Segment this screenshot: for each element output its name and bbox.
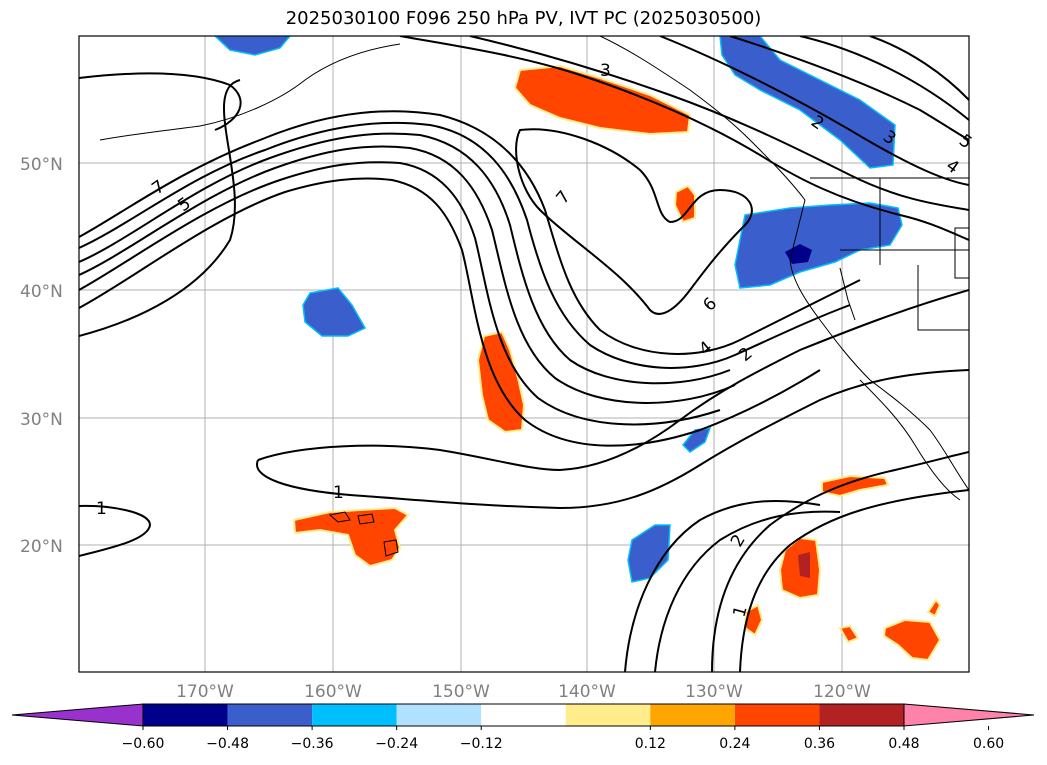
lon-label: 150°W (432, 682, 490, 702)
colorbar-segment (481, 704, 566, 726)
map-frame (78, 35, 970, 673)
contour-label: 1 (96, 499, 107, 519)
colorbar-segment (565, 704, 651, 726)
coastlines (99, 36, 969, 557)
lon-label: 130°W (685, 682, 743, 702)
colorbar-outline (142, 703, 905, 727)
contour-label: 1 (730, 604, 752, 620)
colorbar-tick-label: −0.36 (291, 736, 334, 752)
colorbar-tick-label: −0.48 (206, 736, 249, 752)
colorbar-segment (650, 704, 735, 726)
lat-label: 20°N (20, 537, 63, 557)
colorbar-tick-label: 0.24 (719, 736, 750, 752)
lat-label: 50°N (20, 155, 63, 175)
colorbar-segment (396, 704, 482, 726)
colorbar-tick-label: −0.12 (460, 736, 503, 752)
lat-label: 40°N (20, 282, 63, 302)
contour-label: 3 (600, 61, 611, 81)
colorbar-segment (819, 704, 904, 726)
lon-label: 170°W (176, 682, 234, 702)
colorbar-segment (734, 704, 820, 726)
map-title: 2025030100 F096 250 hPa PV, IVT PC (2025… (285, 8, 762, 29)
colorbar-tick-label: 0.36 (804, 736, 835, 752)
colorbar (11, 703, 1035, 727)
ivt-negative-regions (213, 36, 903, 583)
colorbar-tick-label: 0.60 (973, 736, 1004, 752)
contour-label: 1 (333, 483, 344, 503)
latitude-labels: 50°N 40°N 30°N 20°N (20, 155, 63, 557)
colorbar-extend-low (11, 703, 144, 727)
lon-label: 140°W (558, 682, 616, 702)
colorbar-segment (227, 704, 313, 726)
lon-label: 160°W (304, 682, 362, 702)
lon-label: 120°W (813, 682, 871, 702)
colorbar-segment (312, 704, 397, 726)
pv-contours (79, 36, 969, 672)
longitude-labels: 170°W 160°W 150°W 140°W 130°W 120°W (176, 682, 871, 702)
colorbar-tick-label: −0.24 (375, 736, 418, 752)
colorbar-tick-label: 0.12 (635, 736, 666, 752)
colorbar-tick-labels: −0.60 −0.48 −0.36 −0.24 −0.12 0.12 0.24 0.36 0.4… (122, 726, 1004, 752)
colorbar-extend-high (903, 703, 1035, 727)
colorbar-segment (143, 704, 228, 726)
colorbar-tick-label: −0.60 (122, 736, 165, 752)
lat-label: 30°N (20, 410, 63, 430)
colorbar-tick-label: 0.48 (888, 736, 919, 752)
